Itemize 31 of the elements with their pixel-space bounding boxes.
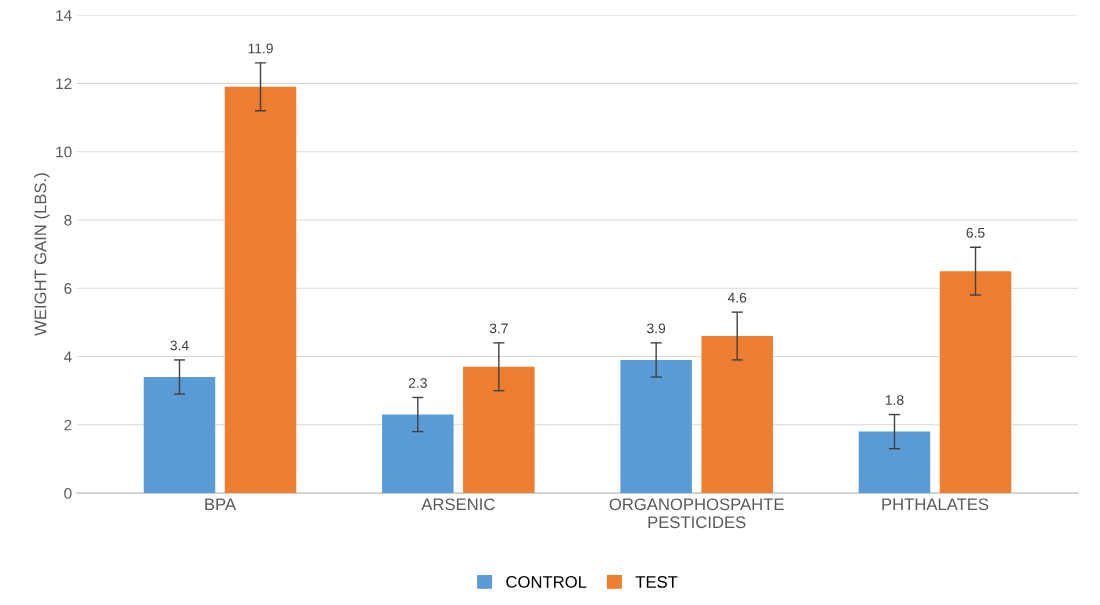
- y-axis-title: WEIGHT GAIN (LBS.): [34, 173, 50, 336]
- bar: [382, 414, 454, 494]
- bar: [620, 359, 692, 494]
- data-label: 3.7: [489, 323, 508, 334]
- y-tick-label: 8: [64, 214, 72, 226]
- bar: [939, 271, 1012, 494]
- legend-label: CONTROL: [506, 576, 587, 588]
- bar: [463, 366, 535, 494]
- bar: [143, 377, 216, 494]
- data-label: 6.5: [966, 227, 985, 238]
- x-tick-label: PHTHALATES: [882, 498, 989, 511]
- data-label: 2.3: [408, 378, 427, 388]
- y-tick-label: 12: [56, 78, 72, 89]
- y-tick-label: 14: [56, 10, 72, 21]
- y-tick-label: 0: [64, 487, 72, 499]
- x-tick-label: ARSENIC: [421, 498, 495, 511]
- y-tick-label: 2: [64, 419, 72, 431]
- y-tick-label: 10: [56, 146, 72, 158]
- data-label: 1.8: [885, 395, 904, 405]
- legend-label: TEST: [635, 576, 678, 588]
- bar: [224, 86, 297, 494]
- x-tick-label: BPA: [205, 498, 237, 511]
- bar: [701, 336, 773, 494]
- x-tick-label: ORGANOPHOSPAHTE PESTICIDES: [609, 498, 784, 529]
- data-label: 11.9: [248, 43, 273, 54]
- data-label: 4.6: [727, 292, 747, 303]
- bar: [858, 431, 931, 494]
- y-tick-label: 4: [63, 351, 72, 363]
- y-tick-label: 6: [64, 283, 72, 294]
- data-label: 3.4: [170, 340, 189, 351]
- data-label: 3.9: [647, 323, 666, 334]
